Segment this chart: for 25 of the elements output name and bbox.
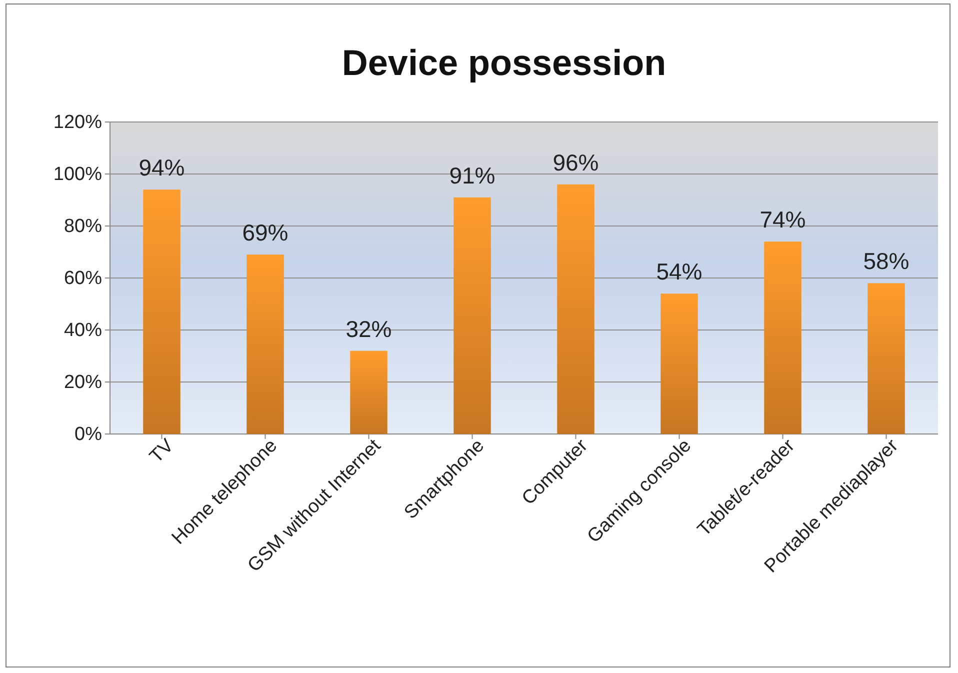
data-label: 32% [346,316,392,342]
bar [350,350,388,434]
bar [454,197,491,434]
chart-title: Device possession [342,42,666,83]
y-tick-label: 80% [64,216,102,238]
data-label: 74% [760,206,806,233]
y-tick-label: 40% [64,320,102,342]
x-tick-label: TV [146,435,178,468]
bar [764,242,802,434]
data-label: 54% [656,258,702,285]
y-tick-label: 100% [53,164,102,186]
y-tick-label: 0% [74,424,102,446]
y-tick-label: 20% [64,372,102,394]
bar [868,283,905,434]
data-label: 58% [863,248,910,274]
data-label: 69% [242,220,288,246]
bar [143,190,180,434]
y-tick-label: 60% [64,268,102,290]
bar [557,184,594,434]
y-tick-label: 120% [53,112,102,134]
data-label: 94% [138,154,185,181]
data-label: 96% [552,149,599,176]
data-label: 91% [449,162,496,188]
bar [660,294,698,434]
bar [246,254,284,434]
